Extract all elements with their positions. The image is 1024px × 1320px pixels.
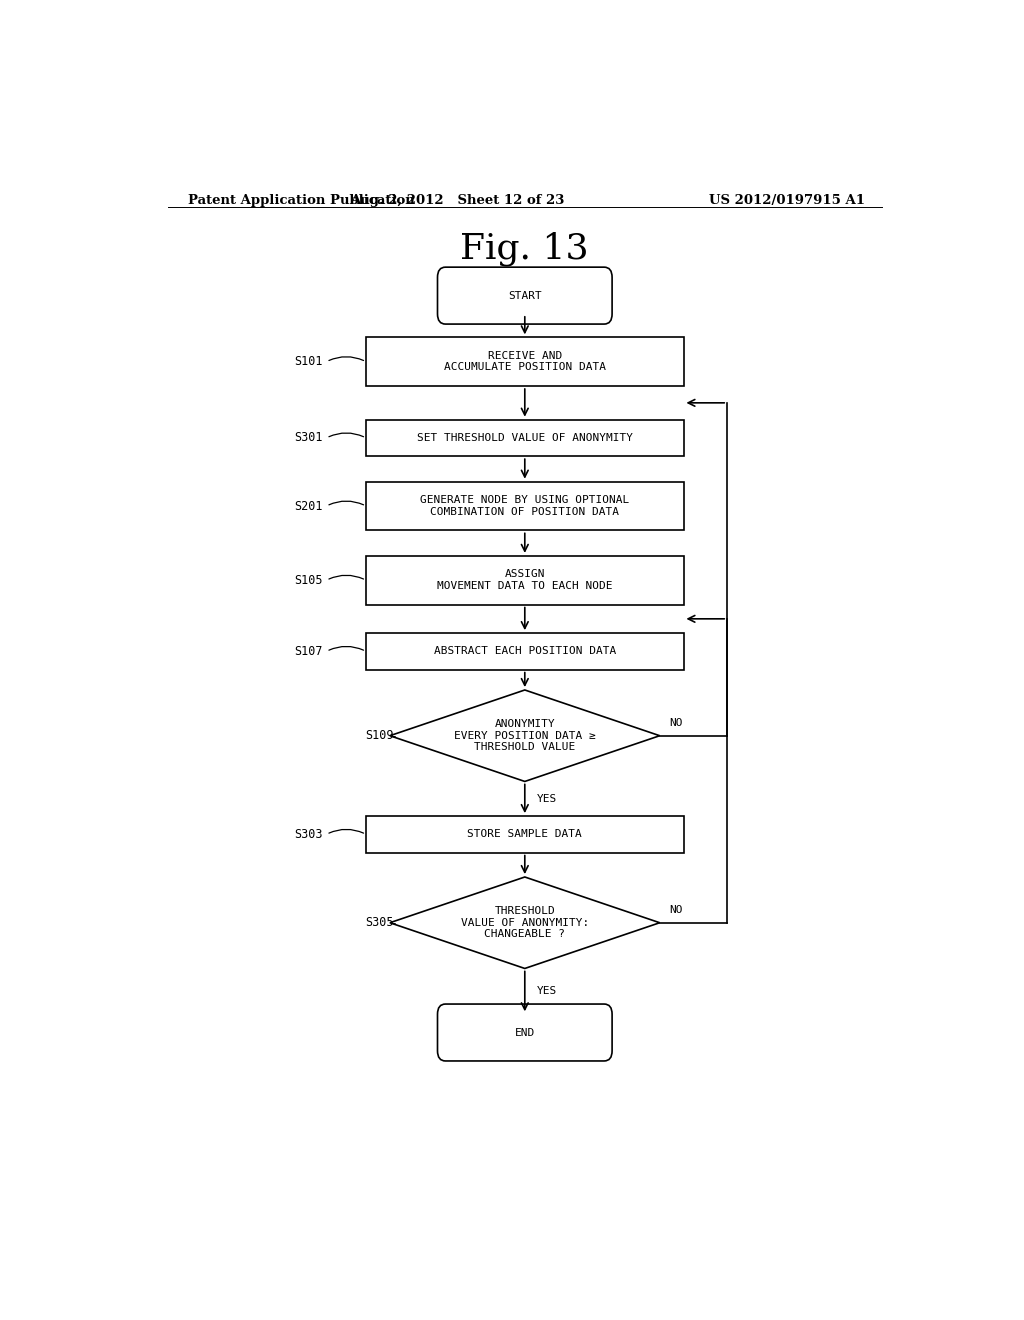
Text: S303: S303 bbox=[294, 828, 323, 841]
Text: YES: YES bbox=[537, 986, 557, 997]
Text: ASSIGN
MOVEMENT DATA TO EACH NODE: ASSIGN MOVEMENT DATA TO EACH NODE bbox=[437, 569, 612, 591]
Text: GENERATE NODE BY USING OPTIONAL
COMBINATION OF POSITION DATA: GENERATE NODE BY USING OPTIONAL COMBINAT… bbox=[420, 495, 630, 517]
FancyBboxPatch shape bbox=[437, 1005, 612, 1061]
Bar bbox=[367, 634, 684, 669]
Text: S101: S101 bbox=[294, 355, 323, 368]
Text: END: END bbox=[515, 1027, 535, 1038]
Text: YES: YES bbox=[537, 793, 557, 804]
Text: THRESHOLD
VALUE OF ANONYMITY:
CHANGEABLE ?: THRESHOLD VALUE OF ANONYMITY: CHANGEABLE… bbox=[461, 906, 589, 940]
Text: NO: NO bbox=[670, 718, 683, 727]
Text: SET THRESHOLD VALUE OF ANONYMITY: SET THRESHOLD VALUE OF ANONYMITY bbox=[417, 433, 633, 444]
Polygon shape bbox=[390, 876, 659, 969]
Text: RECEIVE AND
ACCUMULATE POSITION DATA: RECEIVE AND ACCUMULATE POSITION DATA bbox=[443, 351, 606, 372]
Text: S301: S301 bbox=[294, 432, 323, 445]
Text: S305: S305 bbox=[366, 916, 394, 929]
Text: S201: S201 bbox=[294, 499, 323, 512]
Bar bbox=[367, 338, 684, 385]
Text: US 2012/0197915 A1: US 2012/0197915 A1 bbox=[709, 194, 864, 207]
Text: S109: S109 bbox=[366, 729, 394, 742]
Polygon shape bbox=[390, 690, 659, 781]
Text: S107: S107 bbox=[294, 645, 323, 657]
Bar bbox=[367, 816, 684, 853]
Text: Fig. 13: Fig. 13 bbox=[461, 231, 589, 267]
Bar bbox=[367, 482, 684, 531]
Bar bbox=[367, 420, 684, 457]
Text: NO: NO bbox=[670, 904, 683, 915]
Text: START: START bbox=[508, 290, 542, 301]
Text: S105: S105 bbox=[294, 574, 323, 586]
Text: STORE SAMPLE DATA: STORE SAMPLE DATA bbox=[467, 829, 583, 840]
Text: Patent Application Publication: Patent Application Publication bbox=[187, 194, 415, 207]
Text: ABSTRACT EACH POSITION DATA: ABSTRACT EACH POSITION DATA bbox=[434, 647, 615, 656]
Text: ANONYMITY
EVERY POSITION DATA ≥
THRESHOLD VALUE: ANONYMITY EVERY POSITION DATA ≥ THRESHOL… bbox=[454, 719, 596, 752]
Bar bbox=[367, 556, 684, 605]
Text: Aug. 2, 2012   Sheet 12 of 23: Aug. 2, 2012 Sheet 12 of 23 bbox=[350, 194, 564, 207]
FancyBboxPatch shape bbox=[437, 267, 612, 325]
